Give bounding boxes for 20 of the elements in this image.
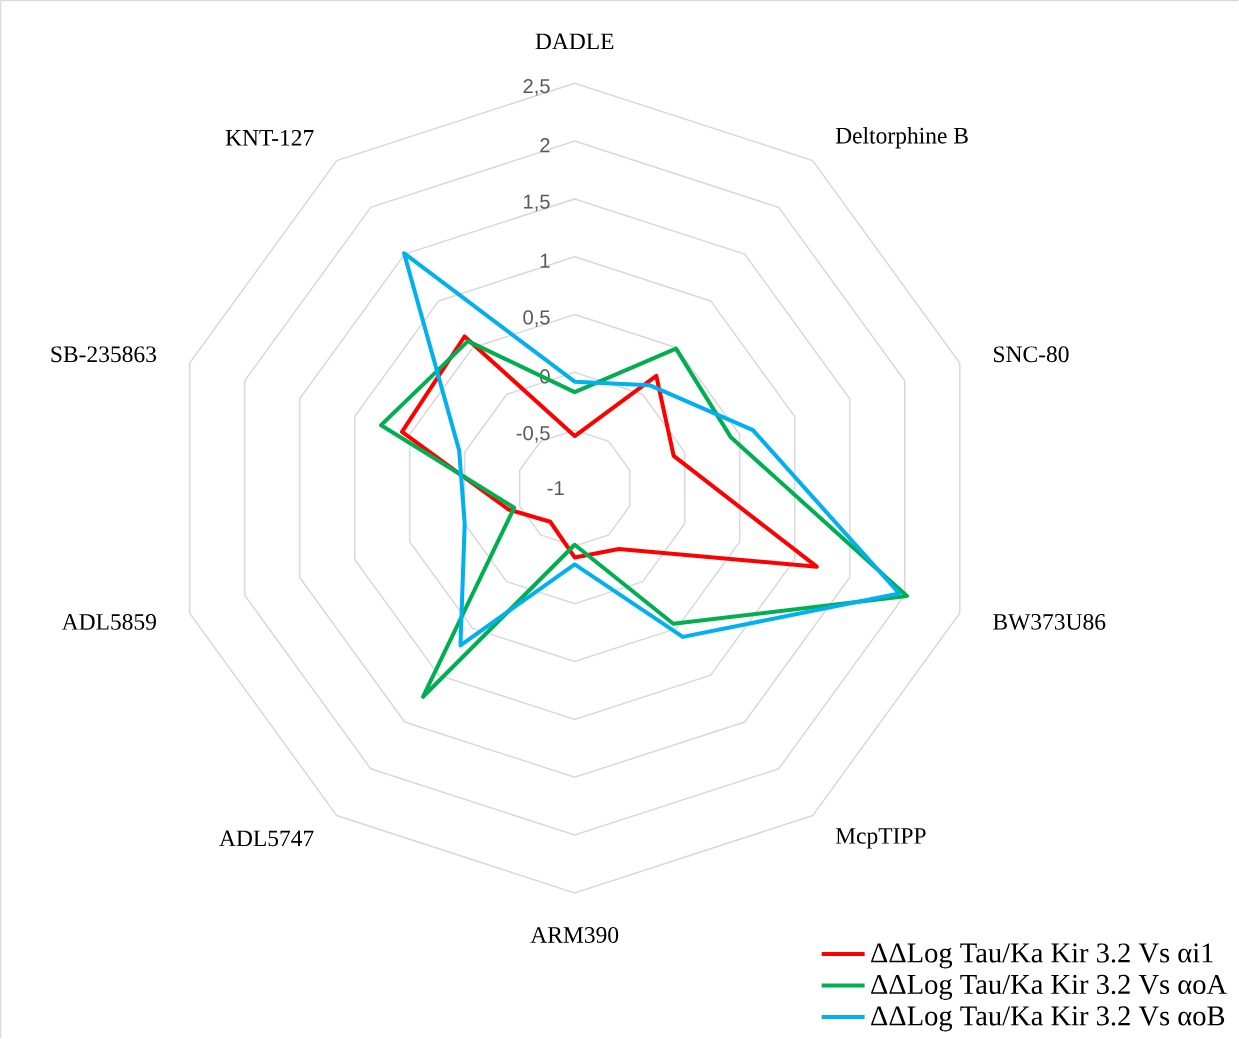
spoke-label: ARM390 [530,927,619,944]
spoke-label: McpTIPP [835,828,926,849]
legend-label: ΔΔLog Tau/Ka Kir 3.2 Vs αoA [871,975,1227,1001]
y-tick-label: 1,5 [524,194,550,212]
spoke-label: BW373U86 [993,614,1106,631]
y-tick-label: 1 [540,254,550,268]
legend-label: ΔΔLog Tau/Ka Kir 3.2 Vs αoB [871,1006,1225,1032]
legend-label: ΔΔLog Tau/Ka Kir 3.2 Vs αi1 [871,943,1213,969]
spoke-label: SNC-80 [994,346,1069,363]
spoke-label: SB-235863 [51,346,157,363]
y-tick-label: -1 [547,481,564,496]
spoke-label: ADL5859 [61,614,156,631]
spoke-label: ADL5747 [219,830,314,847]
spoke-label: Deltorphine B [835,127,968,149]
spoke-label: DADLE [535,33,614,50]
y-tick-label: 2 [540,138,550,153]
y-tick-label: 0,5 [523,310,550,328]
y-tick-label: -0,5 [516,426,550,443]
y-tick-label: 2,5 [523,79,550,96]
spoke-label: KNT-127 [225,130,314,146]
